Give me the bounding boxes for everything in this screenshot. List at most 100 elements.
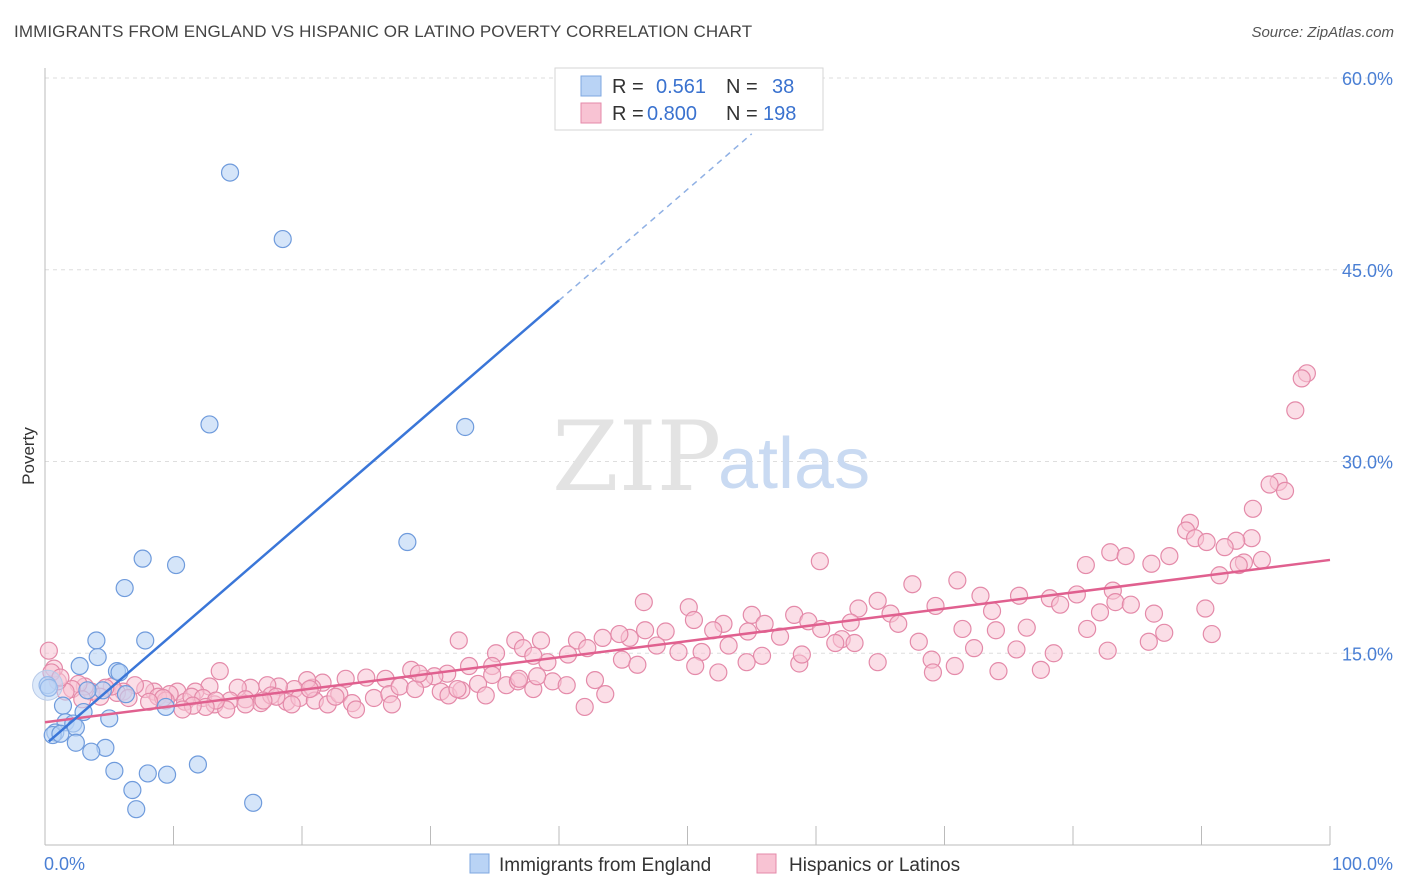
- hispanic-point-76: [531, 631, 551, 650]
- hispanic-point-60: [909, 632, 928, 651]
- england-point-large: [32, 669, 64, 701]
- hispanic-point-20: [1142, 554, 1161, 573]
- hispanic-point-160: [364, 688, 384, 708]
- hispanic-point-47: [684, 610, 704, 630]
- hispanic-point-46: [634, 593, 653, 612]
- hispanic-point-90: [1098, 641, 1117, 660]
- axes: [44, 68, 1331, 846]
- hispanic-point-82: [669, 642, 688, 662]
- hispanic-point-174: [585, 670, 605, 690]
- series-legend-label-england: Immigrants from England: [499, 855, 711, 876]
- y-tick-label-3: 60.0%: [1342, 69, 1393, 89]
- hispanic-point-58: [1202, 624, 1221, 644]
- england-point-34: [138, 764, 157, 783]
- legend-r-label-1: R =: [612, 76, 644, 98]
- england-point-19: [53, 696, 73, 715]
- hispanic-point-69: [656, 622, 675, 641]
- watermark: ZIP atlas: [552, 401, 870, 513]
- hispanic-point-56: [1078, 619, 1097, 639]
- hispanic-point-78: [449, 631, 468, 650]
- england-point-38: [127, 800, 146, 819]
- y-axis-label: Poverty: [19, 427, 38, 485]
- hispanic-point-163: [405, 679, 425, 699]
- hispanic-point-184: [382, 695, 402, 714]
- hispanic-point-31: [1106, 593, 1125, 612]
- england-point-3: [456, 417, 475, 437]
- hispanic-point-92: [989, 662, 1008, 681]
- england-point-29: [66, 733, 85, 752]
- watermark-atlas: atlas: [718, 424, 870, 504]
- grid-lines: [45, 77, 1392, 654]
- england-trend-line: [48, 299, 560, 743]
- england-point-25: [66, 718, 85, 737]
- y-tick-label-2: 45.0%: [1342, 261, 1393, 281]
- hispanic-point-84: [752, 646, 772, 665]
- legend-r-value-2: 0.800: [647, 103, 697, 125]
- hispanic-point-177: [686, 656, 705, 676]
- england-point-4: [398, 532, 417, 552]
- hispanic-point-17: [1252, 550, 1271, 570]
- hispanic-trend-line: [44, 558, 1331, 724]
- hispanic-point-175: [596, 685, 615, 704]
- series-legend-swatch-hispanic: [756, 853, 777, 874]
- hispanic-point-53: [953, 619, 972, 639]
- series-legend: Immigrants from England Hispanics or Lat…: [469, 853, 960, 876]
- hispanic-point-188: [282, 695, 301, 714]
- y-tick-label-1: 30.0%: [1342, 453, 1393, 473]
- hispanic-point-52: [889, 614, 908, 633]
- series-hispanics-points: [39, 364, 1316, 719]
- hispanic-point-59: [1139, 632, 1158, 651]
- hispanic-point-34: [1196, 599, 1215, 618]
- hispanic-point-176: [628, 655, 647, 674]
- england-point-5: [133, 549, 152, 568]
- hispanic-point-178: [575, 697, 594, 717]
- hispanic-point-185: [346, 700, 366, 719]
- x-tick-labels: 0.0% 100.0%: [44, 854, 1393, 874]
- hispanic-point-37: [1144, 604, 1164, 623]
- england-point-6: [166, 555, 186, 575]
- england-trend-extension: [558, 133, 753, 301]
- hispanic-point-73: [593, 628, 612, 648]
- hispanic-point-35: [982, 601, 1002, 621]
- hispanic-point-36: [1090, 603, 1110, 622]
- england-point-28: [51, 724, 70, 743]
- hispanic-point-70: [635, 621, 655, 640]
- hispanic-point-91: [1044, 644, 1063, 663]
- hispanic-point-81: [719, 636, 738, 655]
- hispanic-point-2: [1286, 401, 1305, 420]
- hispanic-point-15: [1116, 546, 1135, 566]
- england-point-35: [157, 765, 177, 784]
- england-point-2: [200, 415, 219, 434]
- hispanic-point-16: [1160, 546, 1179, 566]
- hispanic-point-94: [792, 645, 811, 664]
- england-point-1: [273, 229, 292, 249]
- x-tick-label-0: 0.0%: [44, 854, 85, 874]
- hispanic-point-64: [826, 633, 845, 653]
- england-point-33: [105, 761, 124, 780]
- x-tick-label-1: 100.0%: [1332, 854, 1393, 874]
- hispanic-point-6: [1243, 499, 1263, 518]
- series-legend-swatch-england: [469, 853, 490, 874]
- y-tick-label-0: 15.0%: [1342, 644, 1393, 664]
- hispanic-point-22: [1076, 555, 1095, 575]
- series-england-points: [32, 163, 475, 819]
- hispanic-point-65: [845, 633, 864, 653]
- england-point-10: [88, 647, 107, 667]
- hispanic-point-33: [1121, 595, 1140, 614]
- hispanic-point-27: [1067, 585, 1086, 604]
- hispanic-point-54: [986, 621, 1006, 640]
- hispanic-point-24: [810, 552, 829, 571]
- england-point-37: [244, 793, 263, 812]
- england-point-17: [78, 681, 97, 700]
- england-point-0: [220, 163, 240, 182]
- hispanic-point-89: [1031, 660, 1050, 679]
- legend-r-value-1: 0.561: [656, 76, 706, 98]
- hispanic-point-168: [476, 686, 495, 705]
- hispanic-point-173: [557, 676, 576, 695]
- hispanic-point-96: [709, 663, 728, 682]
- hispanic-point-10: [1242, 529, 1261, 548]
- hispanic-point-12: [1197, 532, 1216, 552]
- hispanic-point-186: [326, 687, 345, 706]
- hispanic-point-40: [926, 596, 945, 616]
